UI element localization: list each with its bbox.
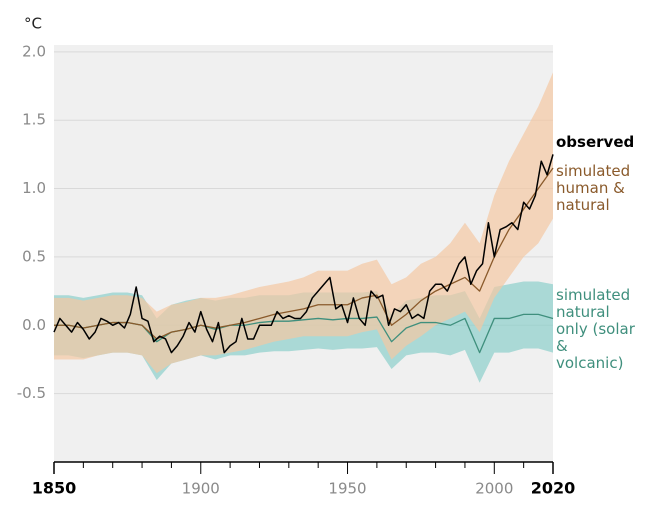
x-tick-label: 1850 xyxy=(32,479,77,498)
legend-observed: observed xyxy=(556,133,635,151)
y-tick-label: 1.0 xyxy=(22,179,46,197)
x-tick-label: 2020 xyxy=(531,479,576,498)
y-tick-label: 0.5 xyxy=(22,247,46,265)
y-axis-label: °C xyxy=(24,15,42,33)
x-tick-label: 1900 xyxy=(182,480,220,498)
x-tick-label: 2000 xyxy=(475,480,513,498)
series-line xyxy=(53,154,554,354)
legend-human-natural: simulated human & natural xyxy=(556,162,631,214)
y-tick-label: -0.5 xyxy=(17,384,46,402)
x-tick-label: 1950 xyxy=(328,480,366,498)
y-tick-label: 0.0 xyxy=(22,316,46,334)
y-tick-label: 2.0 xyxy=(22,42,46,60)
legend-natural-only: simulated natural only (solar & volcanic… xyxy=(556,286,635,372)
y-tick-label: 1.5 xyxy=(22,111,46,129)
